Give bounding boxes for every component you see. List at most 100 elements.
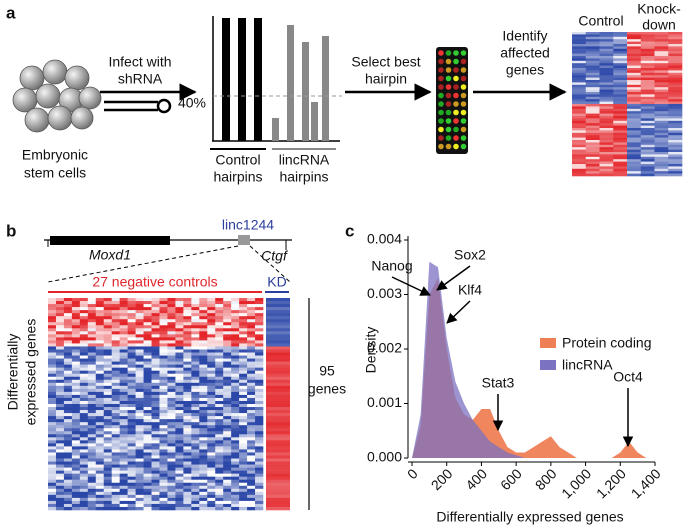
heatmap-cell	[585, 144, 600, 148]
heatmap-cell	[175, 397, 184, 402]
heatmap-cell	[159, 491, 168, 496]
heatmap-cell	[103, 343, 113, 347]
hairpin-icon	[104, 98, 172, 114]
heatmap-cell	[191, 470, 200, 474]
heatmap-cell	[199, 458, 208, 462]
heatmap-cell	[668, 140, 683, 143]
heatmap-cell	[572, 51, 587, 54]
heatmap-cell	[135, 506, 144, 511]
heatmap-cell	[654, 154, 669, 158]
heatmap-cell	[266, 400, 290, 405]
heatmap-cell	[119, 458, 128, 462]
heatmap-cell	[143, 397, 152, 402]
heatmap-cell	[231, 298, 240, 302]
heatmap-cell	[613, 89, 628, 93]
cell-cluster	[12, 59, 102, 133]
heatmap-cell	[175, 470, 184, 474]
heatmap-cell	[599, 56, 614, 59]
heatmap-cell	[572, 113, 587, 117]
spot	[460, 50, 467, 56]
heatmap-cell	[111, 449, 120, 453]
heatmap-cell	[585, 152, 600, 155]
heatmap-cell	[199, 304, 208, 308]
heatmap-cell	[247, 497, 256, 502]
heatmap-cell	[266, 422, 290, 426]
heatmap-cell	[167, 334, 176, 338]
heatmap-cell	[63, 428, 73, 432]
heatmap-cell	[199, 503, 208, 508]
heatmap-cell	[167, 455, 176, 459]
heatmap-cell	[55, 310, 65, 314]
heatmap-cell	[215, 358, 224, 362]
heatmap-cell	[613, 120, 628, 124]
heatmap-cell	[668, 128, 683, 131]
heatmap-cell	[199, 337, 208, 341]
heatmap-cell	[167, 322, 176, 326]
heatmap-cell	[627, 65, 642, 69]
heatmap-cell	[119, 482, 128, 487]
heatmap-cell	[55, 446, 65, 450]
heatmap-cell	[71, 467, 81, 471]
heatmap-cell	[183, 428, 192, 432]
heatmap-cell	[175, 355, 184, 359]
heatmap-cell	[127, 370, 136, 375]
heatmap-cell	[119, 419, 128, 423]
heatmap-cell	[231, 425, 240, 429]
heatmap-cell	[135, 482, 144, 487]
heatmap-cell	[599, 32, 614, 35]
heatmap-cell	[223, 391, 232, 396]
heatmap-cell	[247, 461, 256, 465]
heatmap-cell	[95, 355, 105, 359]
heatmap-cell	[599, 164, 614, 167]
heatmap-cell	[111, 301, 120, 305]
heatmap-cell	[627, 156, 642, 160]
heatmap-cell	[239, 325, 248, 329]
heatmap-cell	[159, 346, 168, 350]
heatmap-cell	[79, 397, 89, 402]
heatmap-cell	[640, 72, 655, 76]
heatmap-cell	[48, 488, 57, 493]
heatmap-cell	[111, 352, 120, 356]
heatmap-cell	[159, 379, 168, 384]
heatmap-cell	[255, 394, 264, 399]
heatmap-cell	[585, 89, 600, 93]
heatmap-cell	[191, 400, 200, 405]
heatmap-cell	[266, 503, 290, 508]
heatmap-cell	[231, 431, 240, 435]
heatmap-cell	[215, 506, 224, 511]
heatmap-cell	[127, 391, 136, 396]
heatmap-cell	[247, 388, 256, 393]
heatmap-cell	[71, 455, 81, 459]
heatmap-cell	[231, 391, 240, 396]
heatmap-cell	[572, 77, 587, 81]
heatmap-cell	[48, 425, 57, 429]
heatmap-cell	[191, 434, 200, 438]
heatmap-cell	[247, 319, 256, 323]
heatmap-cell	[585, 166, 600, 170]
heatmap-cell	[239, 476, 248, 481]
heatmap-cell	[175, 379, 184, 384]
spot	[453, 101, 459, 107]
heatmap-cell	[63, 407, 73, 411]
heatmap-cell	[613, 46, 628, 50]
heatmap-cell	[48, 307, 57, 311]
spot	[445, 67, 452, 73]
heatmap-cell	[207, 479, 216, 484]
heatmap-cell	[255, 446, 264, 450]
heatmap-cell	[167, 397, 176, 402]
heatmap-cell	[119, 397, 128, 402]
heatmap-cell	[207, 443, 216, 447]
heatmap-cell	[599, 70, 614, 74]
heatmap-cell	[119, 316, 128, 320]
heatmap-cell	[266, 364, 290, 368]
heatmap-cell	[231, 422, 240, 426]
heatmap-cell	[175, 434, 184, 438]
heatmap-cell	[127, 343, 136, 347]
heatmap-cell	[119, 400, 128, 405]
spot	[453, 118, 459, 124]
heatmap-cell	[167, 443, 176, 447]
heatmap-cell	[183, 385, 192, 390]
heatmap-cell	[207, 382, 216, 387]
heatmap-cell	[135, 419, 144, 423]
